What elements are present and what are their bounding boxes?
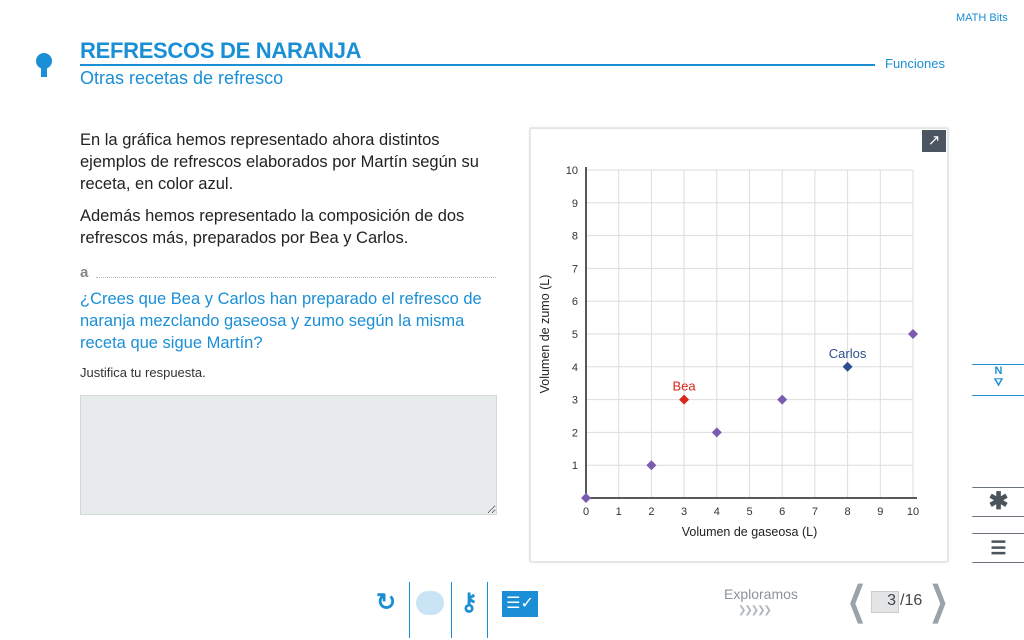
y-tick-label: 2 (572, 427, 578, 439)
answer-textarea[interactable] (80, 395, 497, 515)
x-tick-label: 5 (746, 506, 752, 518)
x-tick-label: 7 (812, 506, 818, 518)
compass-icon[interactable]: N ⛛ (972, 364, 1024, 396)
section-label[interactable]: Funciones (885, 56, 945, 71)
data-point (777, 394, 788, 405)
stage-progress: ❯❯❯❯❯ (738, 605, 772, 616)
intro-paragraph-2: Además hemos representado la composición… (80, 207, 465, 247)
question-divider (96, 277, 496, 278)
page-subtitle: Otras recetas de refresco (80, 68, 284, 88)
chart-card (530, 128, 948, 562)
data-point (581, 493, 591, 503)
y-tick-label: 7 (572, 263, 578, 275)
y-tick-label: 1 (572, 460, 578, 472)
checklist-icon[interactable]: ☰✓ (502, 591, 538, 617)
question-letter: a (80, 264, 89, 281)
data-point (646, 460, 657, 471)
reset-icon[interactable]: ↻ (375, 589, 397, 616)
x-tick-label: 6 (779, 506, 785, 518)
intro-paragraph: En la gráfica hemos representado ahora d… (80, 131, 479, 193)
stage-label: Exploramos (724, 586, 798, 602)
divider (409, 582, 410, 638)
mathbits-logo: MATH Bits (956, 12, 1008, 24)
list-icon[interactable]: ☰ (972, 533, 1024, 563)
instruction-text: Justifica tu respuesta. (80, 365, 206, 380)
point-label-bea: Bea (673, 379, 697, 394)
y-tick-label: 3 (572, 395, 578, 407)
data-point (679, 394, 690, 405)
x-axis-label: Volumen de gaseosa (L) (682, 525, 818, 539)
x-tick-label: 3 (681, 506, 687, 518)
divider (487, 582, 488, 638)
prev-page-button[interactable]: ❮ (846, 579, 867, 623)
y-tick-label: 6 (572, 296, 578, 308)
expand-icon[interactable]: ↗ (922, 130, 946, 152)
x-tick-label: 1 (616, 506, 622, 518)
header-divider (80, 64, 875, 66)
comment-icon[interactable] (416, 591, 444, 615)
y-tick-label: 4 (572, 362, 578, 374)
asterisk-icon[interactable]: ✱ (972, 487, 1024, 517)
x-tick-label: 2 (648, 506, 654, 518)
x-tick-label: 10 (907, 506, 919, 518)
question-text: ¿Crees que Bea y Carlos han preparado el… (80, 290, 482, 352)
y-tick-label: 10 (566, 165, 578, 177)
key-icon[interactable]: ⚷ (460, 589, 478, 616)
x-tick-label: 0 (583, 506, 589, 518)
x-tick-label: 9 (877, 506, 883, 518)
lightbulb-icon (34, 48, 54, 78)
data-point (842, 361, 853, 372)
page-title: REFRESCOS DE NARANJA (80, 38, 362, 63)
next-page-button[interactable]: ❯ (928, 579, 949, 623)
x-tick-label: 4 (714, 506, 720, 518)
scatter-chart: 0 1 2 3 4 5 6 7 8 9 10 1 2 3 4 5 6 7 8 9 10 Volumen de gaseos… (538, 165, 919, 539)
data-point (711, 427, 722, 438)
data-point (908, 329, 918, 339)
y-tick-label: 8 (572, 231, 578, 243)
y-tick-label: 5 (572, 329, 578, 341)
page-input[interactable]: 3 (871, 591, 899, 613)
point-label-carlos: Carlos (829, 346, 867, 361)
page-total: /16 (900, 592, 923, 609)
divider (451, 582, 452, 638)
y-axis-label: Volumen de zumo (L) (538, 275, 552, 394)
x-tick-label: 8 (845, 506, 851, 518)
y-tick-label: 9 (572, 198, 578, 210)
